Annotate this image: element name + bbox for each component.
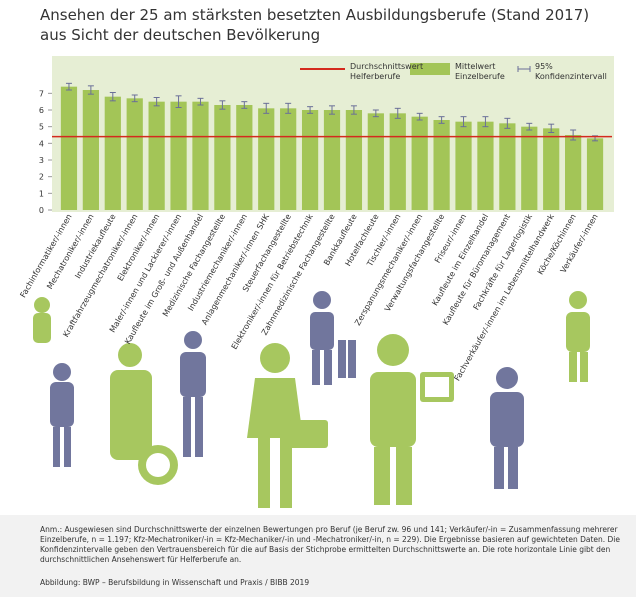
bar	[82, 90, 99, 210]
bar	[345, 110, 363, 210]
bar	[60, 86, 78, 210]
bar	[301, 110, 319, 210]
chart-subtitle: aus Sicht der deutschen Bevölkerung	[40, 26, 321, 44]
bar	[214, 105, 231, 210]
y-tick-label: 0	[39, 206, 44, 215]
legend-ref-label: Durchschnittswert Helferberufe	[350, 62, 424, 81]
bar	[126, 98, 143, 210]
bar	[104, 96, 121, 210]
footer-bg	[0, 515, 636, 597]
bar	[477, 121, 494, 210]
bar	[389, 113, 406, 210]
y-tick-label: 5	[39, 123, 44, 132]
bar	[148, 101, 165, 210]
source: Abbildung: BWP – Berufsbildung in Wissen…	[40, 578, 310, 587]
bar	[236, 105, 253, 210]
bar	[565, 135, 582, 210]
bar	[586, 138, 604, 210]
x-tick-label: Industriekaufleute	[73, 212, 117, 280]
bar	[543, 128, 560, 210]
bar	[280, 108, 297, 210]
y-tick-label: 6	[39, 106, 44, 115]
bar	[499, 123, 516, 210]
bar	[170, 101, 187, 210]
bar	[521, 126, 538, 210]
y-tick-label: 7	[39, 89, 44, 98]
bar	[323, 110, 341, 210]
chart: 01234567Fachinformatiker/-innenMechatron…	[18, 56, 614, 508]
bar	[192, 101, 209, 210]
legend-bar-swatch	[410, 63, 450, 75]
bar	[411, 116, 428, 210]
illustrations	[33, 291, 590, 508]
chart-title: Ansehen der 25 am stärksten besetzten Au…	[40, 6, 590, 24]
bar	[433, 120, 450, 210]
y-tick-label: 2	[39, 173, 44, 182]
bar	[455, 121, 472, 210]
note: Anm.: Ausgewiesen sind Durchschnittswert…	[40, 525, 621, 564]
legend-bar-label: Mittelwert Einzelberufe	[455, 62, 505, 81]
y-tick-label: 4	[39, 139, 44, 148]
y-tick-label: 1	[39, 189, 44, 198]
bar	[367, 113, 384, 210]
bar	[258, 108, 275, 210]
y-tick-label: 3	[39, 156, 44, 165]
legend-error-label: 95% Konfidenzintervall	[535, 62, 607, 81]
